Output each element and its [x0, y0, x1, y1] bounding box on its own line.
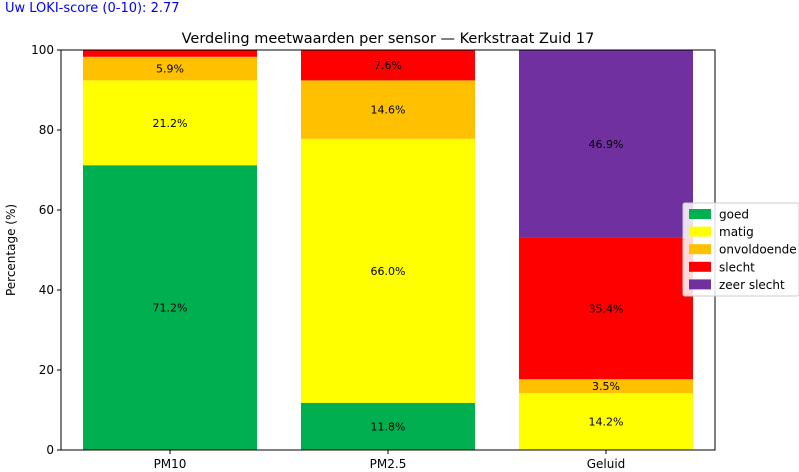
y-tick-label: 0: [46, 443, 54, 457]
bar-geluid-onvoldoende: [519, 379, 693, 394]
bar-pm25-matig: [301, 138, 475, 403]
data-label: 3.5%: [592, 380, 620, 393]
bar-pm10-onvoldoende: [83, 56, 257, 81]
x-axis: PM10 PM2.5 Geluid: [154, 450, 626, 471]
y-axis: 0 20 40 60 80 100: [31, 43, 61, 457]
data-label: 7.6%: [374, 59, 402, 72]
data-label: 5.9%: [156, 63, 184, 76]
legend-swatch: [689, 226, 711, 237]
bar-pm10-goed: [83, 165, 257, 450]
data-label: 46.9%: [589, 138, 624, 151]
x-tick-label: Geluid: [587, 457, 626, 471]
data-label: 21.2%: [153, 117, 188, 130]
y-axis-label: Percentage (%): [4, 204, 18, 296]
legend-swatch: [689, 209, 711, 219]
data-label: 14.6%: [371, 104, 406, 117]
y-tick-label: 20: [39, 363, 54, 377]
data-label: 35.4%: [589, 302, 624, 315]
bar-pm10-slecht: [83, 50, 257, 57]
bar-geluid-zeer-slecht: [519, 50, 693, 238]
legend-box: [682, 202, 799, 297]
legend-swatch: [689, 261, 711, 272]
x-tick-label: PM10: [154, 457, 187, 471]
legend-label: slecht: [719, 260, 755, 274]
y-tick-label: 40: [39, 283, 54, 297]
bar-pm10-matig: [83, 80, 257, 166]
legend-label: zeer slecht: [719, 278, 785, 292]
legend-label: goed: [719, 208, 749, 222]
bars-group: [83, 50, 693, 450]
legend-label: onvoldoende: [719, 243, 797, 257]
bar-pm25-goed: [301, 402, 475, 450]
data-label: 66.0%: [371, 265, 406, 278]
loki-score-text: Uw LOKI-score (0-10): 2.77: [5, 1, 180, 16]
legend-label: matig: [719, 225, 754, 239]
legend-swatch: [689, 244, 711, 255]
chart-title: Verdeling meetwaarden per sensor — Kerks…: [182, 31, 595, 47]
bar-pm25-onvoldoende: [301, 80, 475, 139]
bar-geluid-slecht: [519, 237, 693, 380]
bar-geluid-matig: [519, 393, 693, 450]
data-labels-group: 71.2% 21.2% 5.9% 11.8% 66.0% 14.6% 7.6% 14.2% 3.…: [153, 59, 624, 433]
x-tick-label: PM2.5: [370, 457, 407, 471]
legend-swatch: [689, 279, 711, 290]
data-label: 14.2%: [589, 416, 624, 429]
legend: goed matig onvoldoende slecht zeer slecht: [682, 202, 799, 297]
data-label: 71.2%: [153, 302, 188, 315]
y-tick-label: 100: [31, 43, 54, 57]
y-tick-label: 80: [39, 123, 54, 137]
y-tick-label: 60: [39, 203, 54, 217]
bar-pm25-slecht: [301, 50, 475, 81]
data-label: 11.8%: [371, 420, 406, 433]
